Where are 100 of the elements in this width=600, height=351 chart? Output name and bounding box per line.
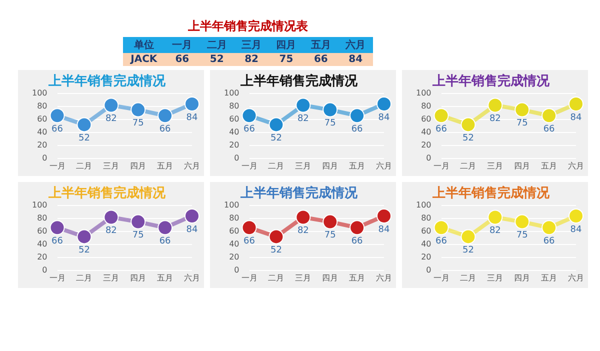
point <box>242 220 257 236</box>
y-tick-label: 40 <box>37 128 48 137</box>
point <box>488 210 503 225</box>
data-label: 75 <box>516 230 528 241</box>
data-label: 84 <box>570 112 582 123</box>
point <box>568 208 584 224</box>
point <box>434 108 449 124</box>
data-label: 52 <box>208 53 225 66</box>
y-tick-label: 0 <box>426 153 432 162</box>
point <box>514 214 530 230</box>
data-label: 75 <box>516 118 528 129</box>
x-tick-label: 三月 <box>295 161 312 170</box>
x-tick-label: 一月 <box>433 161 450 170</box>
x-tick-label: 二月 <box>460 161 476 170</box>
data-label: 82 <box>105 226 117 236</box>
data-label: 66 <box>159 124 172 134</box>
data-label: 66 <box>436 124 448 134</box>
point <box>568 96 584 112</box>
data-label: 66 <box>543 124 556 134</box>
x-tick-label: 三月 <box>487 161 504 170</box>
data-label: 82 <box>489 226 501 236</box>
x-tick-label: 六月 <box>568 161 584 170</box>
point <box>130 102 146 118</box>
data-label: 75 <box>324 230 336 241</box>
x-tick-label: 五月 <box>349 273 366 282</box>
x-tick-label: 五月 <box>349 161 366 170</box>
data-label: 66 <box>351 124 364 134</box>
x-tick-label: 六月 <box>184 161 200 170</box>
y-tick-label: 40 <box>229 128 240 137</box>
data-label: 66 <box>244 124 256 134</box>
point <box>296 98 311 113</box>
point <box>322 214 338 230</box>
y-tick-label: 20 <box>229 252 240 262</box>
data-label: 66 <box>52 236 64 246</box>
x-tick-label: 六月 <box>568 273 584 282</box>
y-tick-label: 100 <box>416 200 432 210</box>
point <box>50 220 65 236</box>
x-tick-label: 六月 <box>184 273 200 282</box>
point <box>76 229 92 244</box>
data-label: 75 <box>132 230 144 241</box>
data-label: 84 <box>570 224 582 235</box>
x-tick-label: 二月 <box>460 273 476 282</box>
data-label: 66 <box>436 236 448 246</box>
point <box>434 220 449 236</box>
y-tick-label: 100 <box>416 88 432 98</box>
point <box>460 229 476 244</box>
point <box>514 102 530 118</box>
data-label: 84 <box>348 53 364 66</box>
y-tick-label: 0 <box>426 265 432 274</box>
y-tick-label: 60 <box>421 114 432 124</box>
x-tick-label: 一月 <box>433 273 450 282</box>
point <box>268 229 284 244</box>
point <box>104 98 119 113</box>
x-tick-label: 二月 <box>268 273 284 282</box>
category-label: 五月 <box>310 39 332 53</box>
chart-title: 上半年销售完成情况 <box>432 73 550 90</box>
point <box>184 96 200 112</box>
point <box>50 108 65 124</box>
data-label: 52 <box>270 246 282 256</box>
x-tick-label: 一月 <box>241 161 258 170</box>
y-tick-label: 60 <box>37 114 48 124</box>
chart-title: 上半年销售完成情况 <box>240 185 358 202</box>
point <box>76 117 92 132</box>
category-label: 二月 <box>206 39 228 53</box>
data-label: 82 <box>489 114 501 124</box>
x-tick-label: 三月 <box>103 161 120 170</box>
point <box>376 96 392 112</box>
y-tick-label: 80 <box>421 214 432 223</box>
x-tick-label: 三月 <box>295 273 312 282</box>
data-label: 66 <box>52 124 64 134</box>
data-label: 82 <box>244 53 260 66</box>
chart-title: 上半年销售完成情况 <box>432 185 550 202</box>
data-label: 82 <box>297 114 309 124</box>
x-tick-label: 一月 <box>241 273 258 282</box>
point <box>158 220 173 236</box>
x-tick-label: 四月 <box>130 161 146 170</box>
x-tick-label: 二月 <box>76 273 92 282</box>
x-tick-label: 二月 <box>268 161 284 170</box>
x-tick-label: 四月 <box>322 161 338 170</box>
data-label: 52 <box>462 246 474 256</box>
category-label: 六月 <box>344 38 367 53</box>
y-tick-label: 80 <box>421 102 432 111</box>
data-label: 84 <box>186 224 198 235</box>
data-label: 84 <box>378 224 390 235</box>
point <box>460 117 476 132</box>
y-tick-label: 20 <box>421 140 432 150</box>
data-label: 66 <box>312 53 329 66</box>
y-tick-label: 60 <box>37 226 48 236</box>
x-tick-label: 四月 <box>322 273 338 282</box>
data-label: 66 <box>351 236 364 246</box>
data-label: 82 <box>297 226 309 236</box>
category-label: 四月 <box>275 39 298 53</box>
point <box>296 210 311 225</box>
point <box>130 214 146 230</box>
x-tick-label: 四月 <box>514 161 530 170</box>
y-tick-label: 100 <box>224 200 240 210</box>
data-label: 66 <box>159 236 172 246</box>
x-tick-label: 三月 <box>103 273 120 282</box>
chart-title: 上半年销售完成情况 <box>48 185 166 202</box>
point <box>184 208 200 224</box>
